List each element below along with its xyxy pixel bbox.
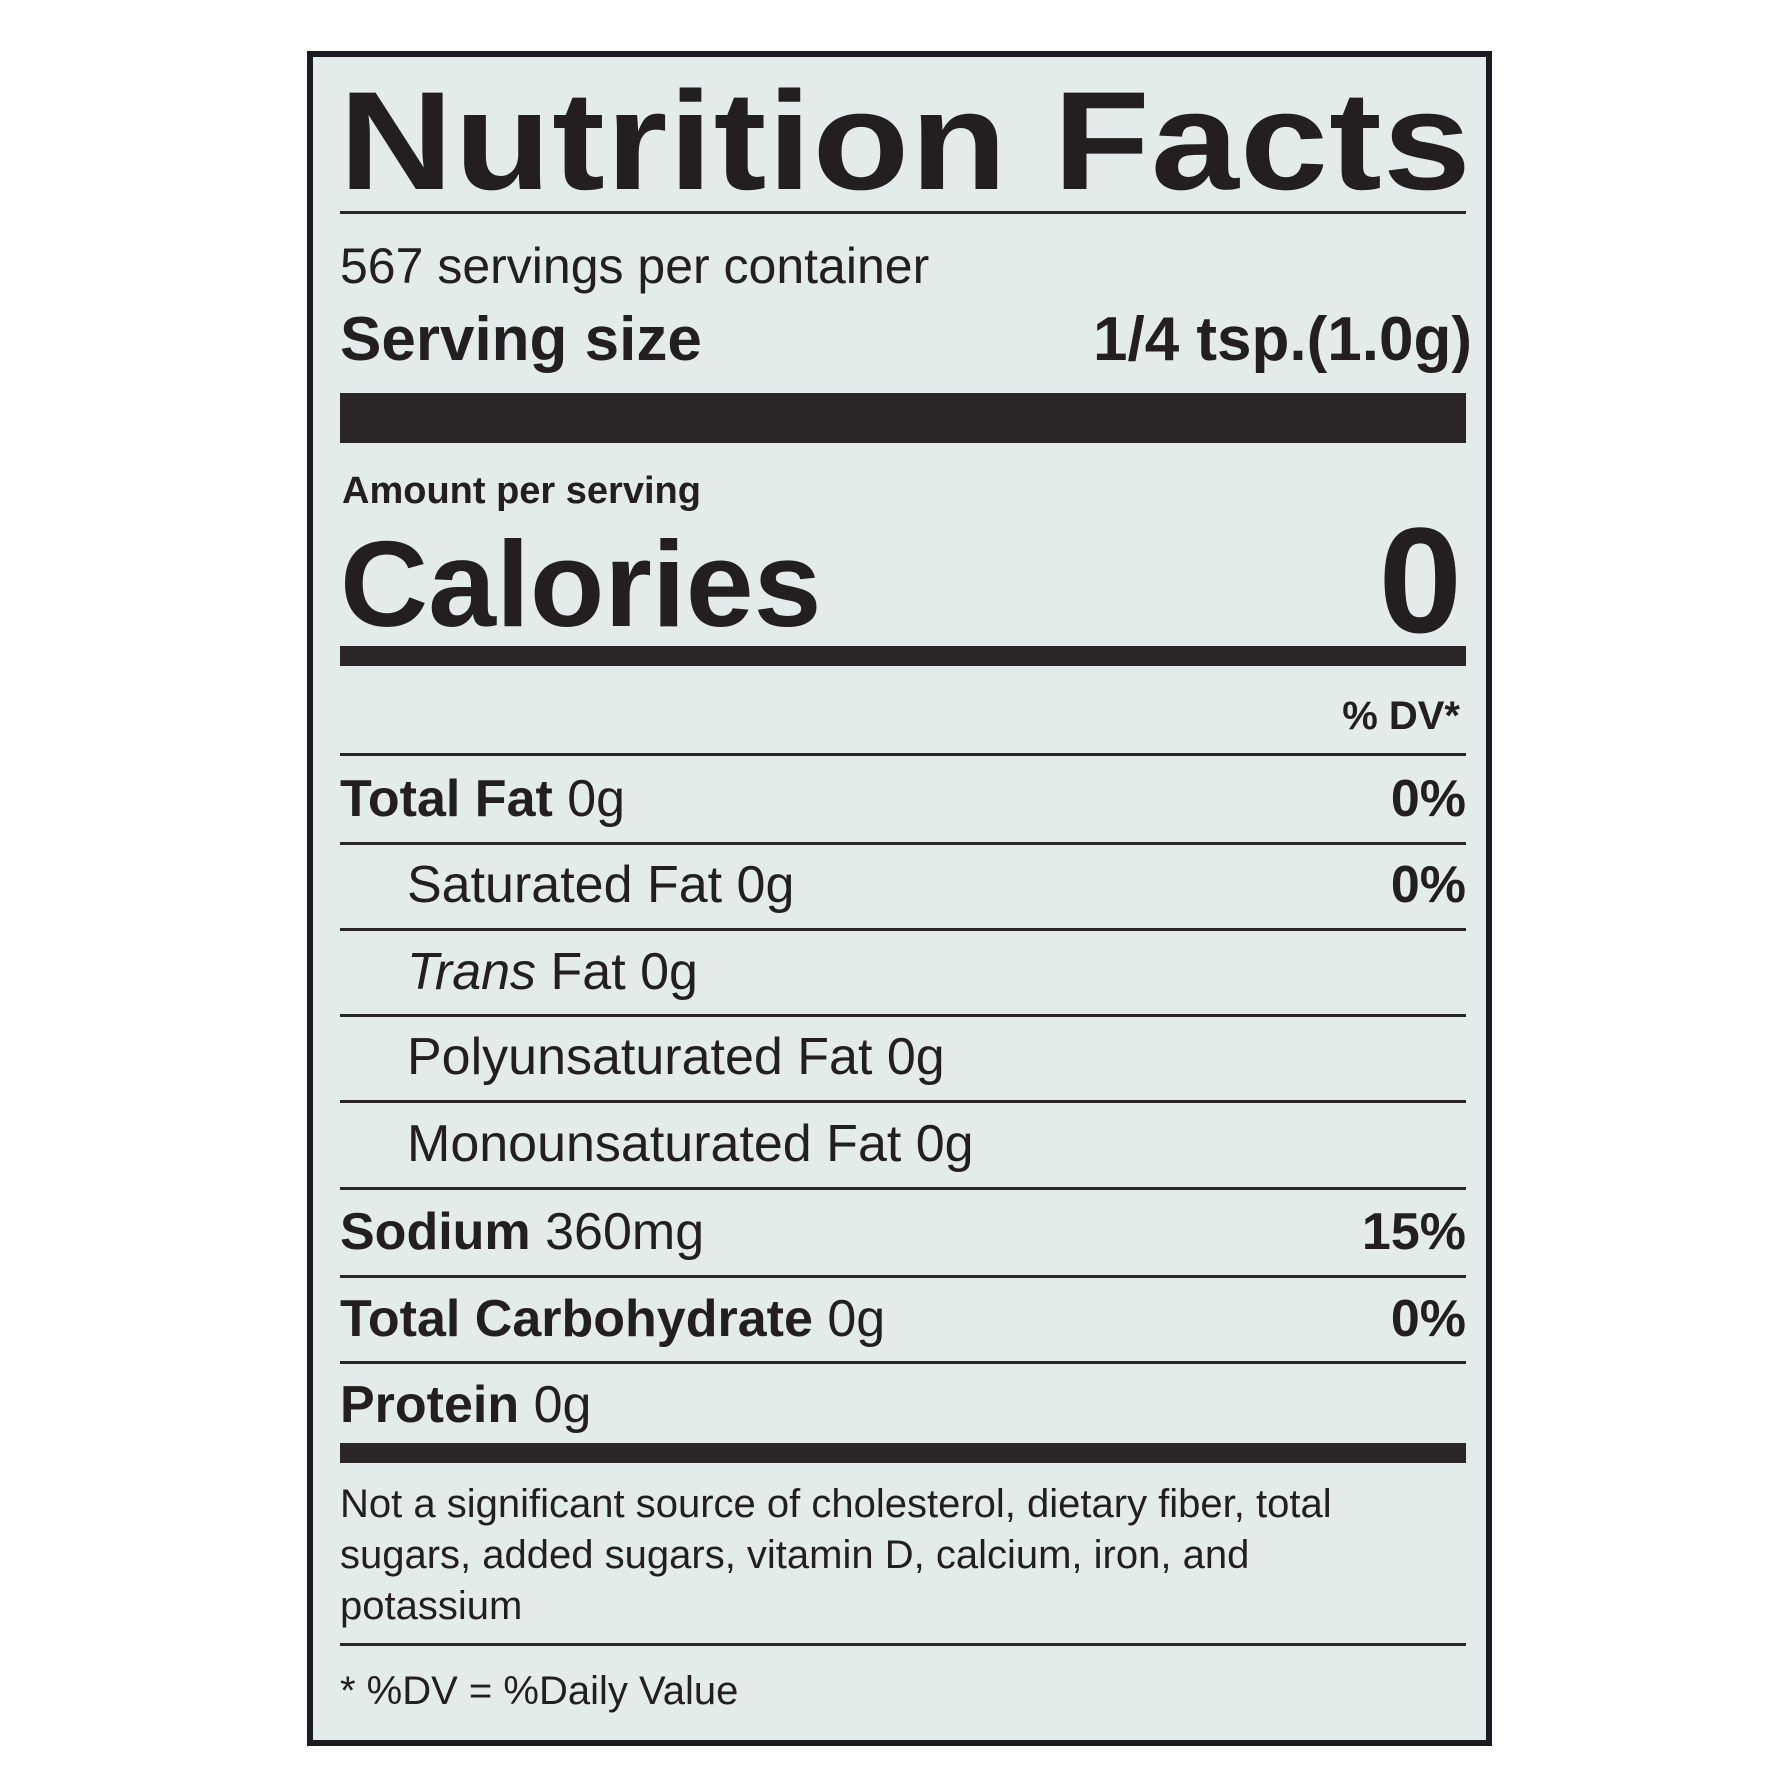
nutrient-dv: 0%: [1390, 856, 1466, 914]
nutrient-name: Total Carbohydrate: [340, 1290, 813, 1348]
medium-divider: [340, 1443, 1466, 1463]
nutrient-name: Saturated Fat: [407, 856, 723, 914]
nutrient-amount: 360mg: [545, 1203, 705, 1261]
nutrient-name-suffix: Fat: [550, 943, 626, 1001]
divider: [340, 928, 1466, 931]
label-title: Nutrition Facts: [339, 62, 1472, 219]
divider: [340, 1187, 1466, 1190]
nutrient-amount: 0g: [567, 770, 626, 828]
nutrient-row-sodium: Sodium 360mg 15%: [340, 1202, 1466, 1262]
daily-value-note: * %DV = %Daily Value: [340, 1669, 739, 1713]
nutrient-name: Trans: [407, 943, 537, 1001]
nutrient-name: Polyunsaturated Fat: [407, 1028, 873, 1086]
nutrient-name: Total Fat: [340, 770, 553, 828]
nutrient-amount: 0g: [915, 1115, 974, 1173]
serving-size-value: 1/4 tsp.(1.0g): [1093, 305, 1472, 374]
divider: [340, 1275, 1466, 1278]
divider: [340, 211, 1466, 214]
nutrient-row-saturated-fat: Saturated Fat 0g 0%: [407, 855, 1466, 915]
serving-size-label: Serving size: [340, 305, 702, 374]
calories-label: Calories: [340, 516, 822, 652]
nutrient-name: Sodium: [340, 1203, 531, 1261]
divider: [340, 1014, 1466, 1017]
footnote: Not a significant source of cholesterol,…: [340, 1482, 1332, 1628]
nutrient-dv: 0%: [1390, 770, 1466, 828]
medium-divider: [340, 646, 1466, 666]
nutrient-amount: 0g: [827, 1290, 886, 1348]
nutrition-facts-label: Nutrition Facts 567 servings per contain…: [307, 51, 1492, 1746]
nutrient-amount: 0g: [886, 1028, 945, 1086]
divider: [340, 1643, 1466, 1646]
nutrient-amount: 0g: [533, 1376, 592, 1434]
nutrient-row-polyunsaturated-fat: Polyunsaturated Fat 0g: [407, 1027, 1466, 1087]
dv-header: % DV*: [1342, 694, 1460, 738]
thick-divider: [340, 393, 1466, 443]
nutrient-amount: 0g: [640, 943, 698, 1001]
nutrient-name: Monounsaturated Fat: [407, 1115, 902, 1173]
nutrient-dv: 0%: [1390, 1290, 1466, 1348]
nutrient-row-monounsaturated-fat: Monounsaturated Fat 0g: [407, 1114, 1466, 1174]
nutrient-row-protein: Protein 0g: [340, 1375, 1466, 1435]
divider: [340, 753, 1466, 756]
calories-value: 0: [1378, 496, 1462, 664]
divider: [340, 1100, 1466, 1103]
amount-per-serving: Amount per serving: [342, 470, 701, 512]
nutrient-row-total-fat: Total Fat 0g 0%: [340, 769, 1466, 829]
nutrient-amount: 0g: [736, 856, 795, 914]
divider: [340, 1361, 1466, 1364]
nutrient-row-trans-fat: Trans Fat 0g: [407, 942, 1466, 1002]
servings-per-container: 567 servings per container: [340, 238, 930, 294]
divider: [340, 842, 1466, 845]
nutrient-name: Protein: [340, 1376, 520, 1434]
nutrient-row-total-carbohydrate: Total Carbohydrate 0g 0%: [340, 1289, 1466, 1349]
nutrient-dv: 15%: [1361, 1203, 1466, 1261]
